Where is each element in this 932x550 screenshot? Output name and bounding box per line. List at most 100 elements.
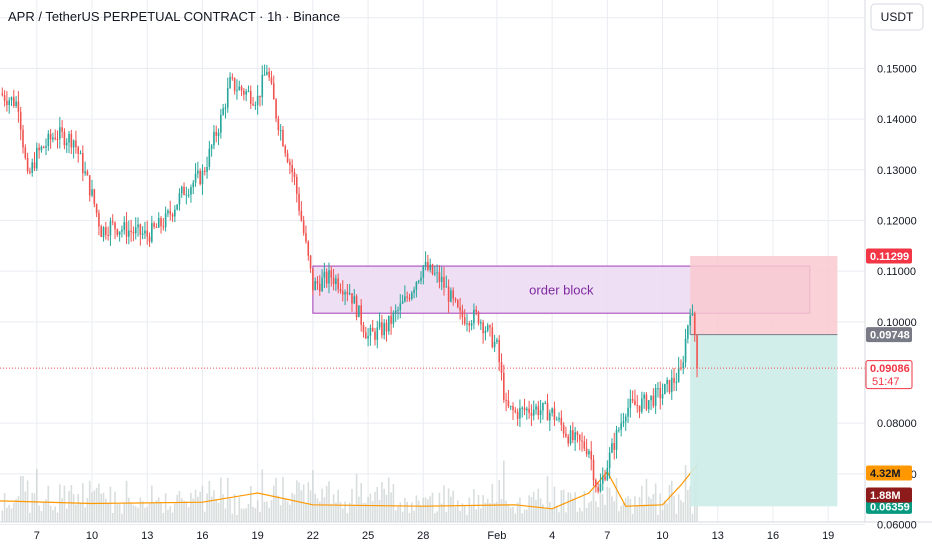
volume-bar: [413, 510, 415, 522]
volume-bar: [523, 509, 526, 522]
volume-bar: [360, 482, 362, 522]
candle: [666, 377, 668, 393]
candle-body: [355, 296, 358, 318]
candle-body: [470, 323, 473, 326]
candle-body: [24, 147, 27, 158]
candle: [654, 383, 657, 414]
volume-bar: [654, 483, 657, 522]
stop-loss-zone[interactable]: [690, 255, 838, 335]
volume-bar: [102, 492, 105, 522]
candle: [65, 138, 68, 153]
volume-bar: [316, 498, 319, 522]
candle: [392, 310, 395, 328]
candle-body: [503, 372, 505, 400]
volume-bar: [139, 497, 142, 522]
candle-body: [229, 77, 231, 88]
candle: [417, 279, 420, 285]
candle: [493, 334, 496, 352]
candle-body: [532, 409, 535, 416]
candle-body: [323, 271, 326, 278]
price-tag-value: 0.06359: [870, 501, 910, 513]
volume-bar: [190, 492, 192, 522]
volume-bar: [498, 480, 501, 522]
volume-bar: [167, 509, 169, 522]
candle: [220, 108, 222, 139]
candlestick-series: [1, 64, 698, 494]
volume-bar: [643, 504, 645, 522]
candle-body: [268, 71, 270, 78]
volume-bar: [618, 511, 620, 522]
candle-body: [661, 394, 664, 399]
volume-bar: [606, 486, 609, 522]
candle: [466, 314, 468, 332]
volume-bar: [185, 501, 188, 522]
candle-body: [144, 230, 146, 234]
volume-ma-line: [0, 464, 698, 510]
candle: [355, 294, 358, 321]
candle: [180, 185, 183, 198]
candle-body: [638, 405, 641, 412]
candle-body: [422, 265, 425, 278]
volume-bar: [629, 498, 632, 522]
candle: [121, 225, 123, 238]
volume-bar: [10, 508, 13, 522]
candle: [72, 139, 75, 159]
candle-body: [63, 131, 66, 146]
candle: [544, 400, 547, 405]
price-tag-value: 1.88M: [870, 490, 901, 502]
drawing-layer[interactable]: order block: [312, 255, 838, 507]
candle: [498, 335, 501, 372]
take-profit-zone[interactable]: [690, 334, 838, 507]
candle: [123, 216, 126, 235]
time-tick-label: 10: [656, 530, 668, 542]
candle: [167, 208, 169, 218]
candle-body: [364, 332, 367, 339]
candle: [22, 124, 24, 154]
candle-body: [79, 153, 82, 155]
volume-bar: [410, 502, 413, 522]
candle: [475, 305, 478, 316]
candle: [560, 410, 563, 431]
candle: [696, 334, 698, 378]
candle-body: [68, 133, 70, 143]
candle: [100, 224, 103, 238]
volume-bar: [77, 493, 80, 522]
candle-body: [328, 270, 330, 284]
candle-body: [486, 325, 489, 331]
price-tick-label: 0.12000: [877, 215, 917, 227]
candle: [197, 161, 199, 179]
volume-bar: [339, 501, 342, 522]
candle-body: [130, 230, 132, 232]
volume-bar: [489, 503, 491, 522]
candle: [657, 382, 659, 398]
candle: [284, 144, 287, 157]
candle-body: [668, 379, 671, 393]
volume-bar: [443, 485, 445, 522]
candle: [233, 77, 236, 95]
volume-bar: [595, 501, 597, 522]
candle: [505, 392, 507, 412]
candle: [496, 337, 498, 345]
candle-body: [86, 171, 89, 176]
candle-body: [337, 278, 339, 290]
currency-button[interactable]: USDT: [870, 3, 924, 31]
volume-bar: [551, 508, 553, 522]
volume-bar: [477, 495, 480, 522]
volume-bar: [371, 501, 374, 522]
volume-bar: [261, 469, 264, 522]
candle-body: [176, 204, 178, 210]
volume-bar: [535, 499, 537, 522]
volume-bar: [286, 501, 289, 522]
candle-body: [588, 451, 590, 455]
candle: [279, 124, 282, 141]
candle: [634, 389, 636, 406]
candle-body: [192, 182, 195, 188]
candle-body: [1, 93, 4, 96]
candle-body: [620, 423, 622, 430]
candle: [601, 467, 604, 491]
candle-body: [279, 129, 282, 131]
volume-bar: [171, 512, 174, 522]
